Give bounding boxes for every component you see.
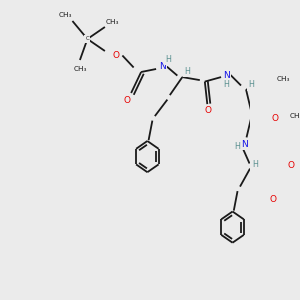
Text: H: H — [253, 160, 259, 169]
Text: O: O — [112, 51, 120, 60]
Text: CH₃: CH₃ — [290, 113, 300, 119]
Text: H: H — [223, 80, 229, 88]
Text: CH₃: CH₃ — [277, 76, 290, 82]
Text: H: H — [248, 80, 254, 89]
Text: O: O — [288, 161, 295, 170]
Text: O: O — [204, 106, 211, 115]
Text: CH₃: CH₃ — [73, 66, 87, 72]
Text: N: N — [241, 140, 248, 148]
Text: N: N — [223, 70, 230, 80]
Text: H: H — [166, 55, 172, 64]
Text: CH₃: CH₃ — [106, 20, 119, 26]
Text: O: O — [272, 114, 279, 123]
Text: O: O — [124, 96, 131, 105]
Text: H: H — [184, 67, 190, 76]
Text: CH₃: CH₃ — [58, 12, 72, 18]
Text: H: H — [235, 142, 241, 151]
Text: O: O — [269, 195, 277, 204]
Text: N: N — [159, 62, 166, 71]
Text: C: C — [85, 37, 89, 41]
